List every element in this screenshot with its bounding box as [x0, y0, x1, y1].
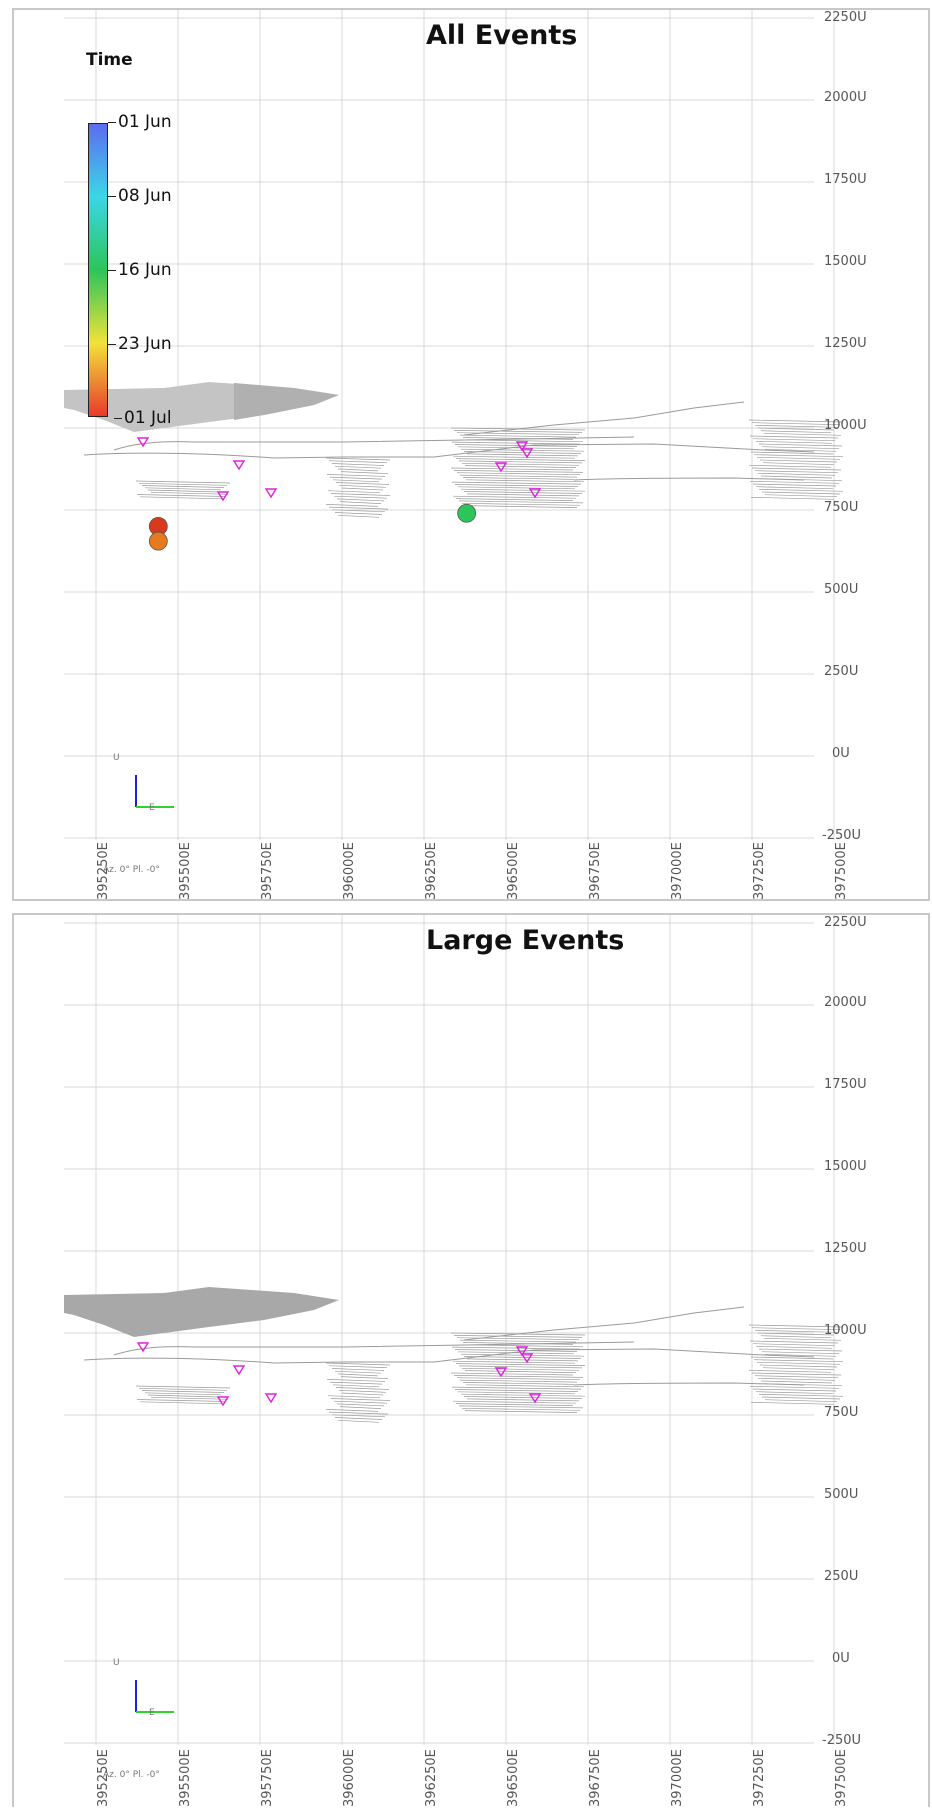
sensor-marker [515, 1346, 529, 1357]
legend-tick: 23 Jun [108, 334, 172, 354]
drive-trace [113, 436, 635, 451]
x-tick-label: 395500E [178, 842, 193, 900]
axis-triad-up-label: U [113, 753, 120, 763]
x-tick-label: 396750E [588, 1749, 603, 1807]
y-tick-label: 1750U [824, 1077, 867, 1092]
y-tick-label: 1500U [824, 254, 867, 269]
panel-title: Large Events [426, 925, 625, 956]
legend-tick: 01 Jun [108, 112, 172, 132]
y-tick-label: 1000U [824, 418, 867, 433]
x-tick-label: 396750E [588, 842, 603, 900]
sensor-marker [136, 1342, 150, 1353]
stope-cluster-central [450, 427, 586, 508]
y-tick-label: 750U [824, 1405, 859, 1420]
legend-tick: 01 Jul [114, 408, 172, 428]
x-tick-label: 395500E [178, 1749, 193, 1807]
panel-title: All Events [426, 20, 578, 51]
stope-cluster-west [325, 457, 391, 518]
x-tick-label: 397250E [752, 842, 767, 900]
x-tick-label: 397000E [670, 842, 685, 900]
plot-panel-large-events[interactable]: Large Events U E Az. 0° Pl. -0° 2250U 20… [12, 913, 930, 1807]
y-tick-label: 500U [824, 582, 859, 597]
sensor-marker [520, 1353, 534, 1364]
y-tick-label: 2000U [824, 90, 867, 105]
y-tick-label: 1250U [824, 1241, 867, 1256]
drive-trace [463, 1306, 745, 1341]
stope-cluster-west [325, 1362, 391, 1423]
y-tick-label: 1000U [824, 1323, 867, 1338]
x-tick-label: 395750E [260, 1749, 275, 1807]
plot-panel-all-events[interactable]: All Events Time 01 Jun 08 Jun 16 Jun 23 … [12, 8, 930, 901]
y-tick-label: 500U [824, 1487, 859, 1502]
stope-cluster-central [450, 1332, 586, 1413]
view-orientation-label: Az. 0° Pl. -0° [103, 1770, 160, 1780]
event-marker [457, 503, 477, 523]
plot-canvas[interactable] [14, 10, 932, 903]
x-tick-label: 397250E [752, 1749, 767, 1807]
x-tick-label: 396250E [424, 1749, 439, 1807]
sensor-marker [520, 448, 534, 459]
y-tick-label: 2250U [824, 10, 867, 25]
drive-trace [83, 1348, 815, 1364]
legend-title: Time [86, 50, 133, 70]
stope-cluster-southwest [135, 1385, 231, 1405]
axis-triad-east-label: E [149, 803, 155, 813]
sensor-marker [232, 1365, 246, 1376]
legend-tick: 08 Jun [108, 186, 172, 206]
y-tick-label: 2250U [824, 915, 867, 930]
sensor-marker [494, 1367, 508, 1378]
x-tick-label: 397000E [670, 1749, 685, 1807]
sensor-marker [136, 437, 150, 448]
y-tick-label: -250U [822, 828, 862, 843]
x-tick-label: 396000E [342, 842, 357, 900]
x-tick-label: 395250E [96, 1749, 111, 1807]
time-colorbar [88, 123, 108, 417]
y-tick-label: 250U [824, 1569, 859, 1584]
pit-outline-shape [64, 1287, 339, 1337]
stope-cluster-east [748, 1324, 844, 1405]
axis-triad-up-label: U [113, 1658, 120, 1668]
sensor-marker [216, 491, 230, 502]
y-tick-label: 0U [832, 746, 850, 761]
drive-trace [573, 477, 805, 481]
stope-cluster-east [748, 419, 844, 500]
x-tick-label: 396500E [506, 842, 521, 900]
y-tick-label: 750U [824, 500, 859, 515]
pit-outline-shade [234, 383, 339, 420]
sensor-marker [216, 1396, 230, 1407]
y-tick-label: -250U [822, 1733, 862, 1748]
axis-triad-east-label: E [149, 1708, 155, 1718]
sensor-marker [528, 488, 542, 499]
sensor-marker [494, 462, 508, 473]
drive-trace [83, 443, 815, 459]
x-tick-label: 397500E [834, 1749, 849, 1807]
sensor-marker [528, 1393, 542, 1404]
x-tick-label: 396500E [506, 1749, 521, 1807]
drive-trace [463, 401, 745, 436]
y-tick-label: 0U [832, 1651, 850, 1666]
y-tick-label: 1500U [824, 1159, 867, 1174]
x-tick-label: 395750E [260, 842, 275, 900]
x-tick-label: 396250E [424, 842, 439, 900]
x-tick-label: 397500E [834, 842, 849, 900]
sensor-marker [264, 1393, 278, 1404]
sensor-marker [515, 441, 529, 452]
stope-cluster-southwest [135, 480, 231, 500]
view-orientation-label: Az. 0° Pl. -0° [103, 865, 160, 875]
sensor-marker [264, 488, 278, 499]
drive-trace [573, 1382, 805, 1386]
x-tick-label: 395250E [96, 842, 111, 900]
y-tick-label: 250U [824, 664, 859, 679]
y-tick-label: 2000U [824, 995, 867, 1010]
y-tick-label: 1750U [824, 172, 867, 187]
plot-canvas[interactable] [14, 915, 932, 1809]
legend-tick: 16 Jun [108, 260, 172, 280]
x-tick-label: 396000E [342, 1749, 357, 1807]
y-tick-label: 1250U [824, 336, 867, 351]
event-marker [148, 531, 168, 551]
sensor-marker [232, 460, 246, 471]
drive-trace [113, 1341, 635, 1356]
